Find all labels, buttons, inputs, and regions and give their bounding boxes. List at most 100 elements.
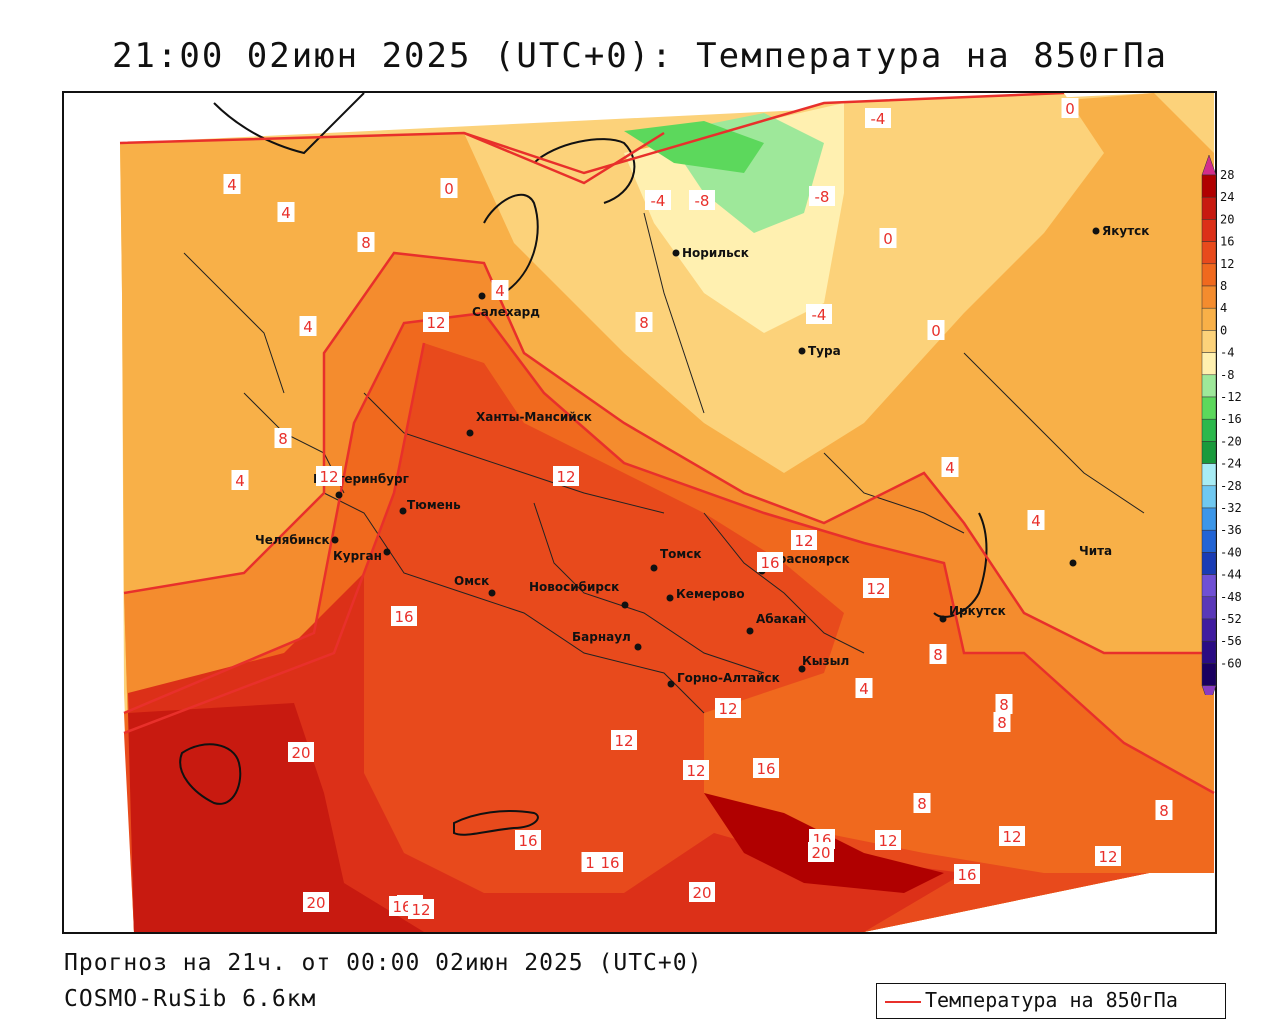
contour-label: 4 — [235, 472, 245, 490]
contour-label: 8 — [361, 234, 371, 252]
city-marker — [331, 536, 339, 544]
colorbar-tick-label: 0 — [1220, 323, 1227, 337]
contour-label-background — [316, 466, 342, 486]
isotherm-8 — [123, 251, 1214, 655]
colorbar-swatch — [1201, 463, 1217, 487]
colorbar-tick-label: -8 — [1220, 368, 1234, 382]
border-1 — [323, 492, 705, 714]
colorbar-tick-label: -12 — [1220, 390, 1242, 404]
contour-label: -4 — [812, 306, 827, 324]
colorbar-tick-label: -52 — [1220, 612, 1242, 626]
contour-label-background — [941, 457, 959, 477]
city-marker — [666, 594, 674, 602]
colorbar-swatch — [1201, 418, 1217, 442]
contour-label: 12 — [878, 832, 897, 850]
contour-label: 4 — [1031, 512, 1041, 530]
city-label: Абакан — [756, 612, 806, 626]
contour-label-background — [440, 178, 458, 198]
city-label: Норильск — [682, 246, 749, 260]
city-label: Ханты-Мансийск — [476, 410, 592, 424]
city-label: Барнаул — [572, 630, 631, 644]
contour-label: 12 — [1098, 848, 1117, 866]
contour-label: 12 — [1002, 828, 1021, 846]
border-7 — [643, 212, 705, 414]
contour-label-background — [993, 712, 1011, 732]
contour-label: 12 — [718, 700, 737, 718]
contour-label: 0 — [444, 180, 454, 198]
contour-label-background — [791, 530, 817, 550]
city-marker — [478, 292, 486, 300]
contour-label-background — [231, 470, 249, 490]
contour-label: 16 — [756, 760, 775, 778]
city-label: Красноярск — [768, 552, 850, 566]
city-label: Кызыл — [802, 654, 849, 668]
city-marker — [399, 507, 407, 515]
taymyr-coast — [533, 138, 636, 204]
border-5 — [823, 452, 965, 534]
contour-label: 1 — [585, 854, 595, 872]
contour-label: 8 — [639, 314, 649, 332]
city-marker — [798, 347, 806, 355]
colorbar-tick-label: -20 — [1220, 434, 1242, 448]
colorbar-swatch — [1201, 640, 1217, 664]
colorbar-swatch — [1201, 285, 1217, 309]
city-marker — [383, 548, 391, 556]
colorbar-swatch — [1201, 574, 1217, 598]
colorbar-swatch — [1201, 241, 1217, 265]
contour-label: 4 — [281, 204, 291, 222]
city-marker — [798, 665, 806, 673]
contour-label-background — [865, 108, 891, 128]
contour-label-background — [753, 758, 779, 778]
city-label: Тура — [808, 344, 841, 358]
contour-label-background — [999, 826, 1025, 846]
contour-label: 0 — [931, 322, 941, 340]
city-marker — [335, 491, 343, 499]
city-label: Курган — [333, 549, 382, 563]
border-8 — [963, 352, 1145, 514]
contour-label: 16 — [394, 608, 413, 626]
contour-label-background — [303, 892, 329, 912]
contour-label-background — [689, 190, 715, 210]
contour-label: 4 — [303, 318, 313, 336]
contour-label: 12 — [866, 580, 885, 598]
colorbar-swatch — [1201, 174, 1217, 198]
colorbar-swatch — [1201, 485, 1217, 509]
contour-label-background — [423, 312, 449, 332]
colorbar-swatch — [1201, 596, 1217, 620]
city-label: Чита — [1079, 544, 1112, 558]
map-title: 21:00 02июн 2025 (UTC+0): Температура на… — [111, 36, 1169, 76]
balkhash-coast — [453, 810, 539, 836]
contour-label: 8 — [997, 714, 1007, 732]
city-markers: Норильск Салехард Якутск Тура Ханты-Мансийск… — [255, 224, 1149, 688]
contour-label-background — [274, 428, 292, 448]
city-marker — [667, 680, 675, 688]
city-label: Челябинск — [255, 533, 330, 547]
city-marker — [488, 589, 496, 597]
contour-label-background — [927, 320, 945, 340]
isotherm-0 — [463, 93, 1065, 175]
colorbar-swatch — [1201, 263, 1217, 287]
contour-label: 16 — [760, 554, 779, 572]
map-legend: Температура на 850гПа — [876, 983, 1226, 1019]
colorbar-swatch — [1201, 552, 1217, 575]
colorbar-tick-label: 28 — [1220, 168, 1234, 182]
colorbar-swatch — [1201, 330, 1217, 353]
colorbar-tick-label: -4 — [1220, 346, 1234, 360]
baikal-coast — [933, 512, 988, 618]
contour-label-background — [408, 899, 434, 919]
city-label: Новосибирск — [529, 580, 619, 594]
colorbar-swatch — [1201, 441, 1217, 464]
colorbar-tick-label: -16 — [1220, 412, 1242, 426]
colorbar-tick-label: 16 — [1220, 235, 1234, 249]
contour-label: 12 — [686, 762, 705, 780]
contour-label-background — [806, 304, 832, 324]
contour-label-background — [913, 793, 931, 813]
contour-label-background — [715, 698, 741, 718]
contour-label-background — [357, 232, 375, 252]
colorbar-tick-label: -56 — [1220, 634, 1242, 648]
border-4 — [703, 512, 865, 654]
contour-label-background — [809, 186, 835, 206]
city-marker — [672, 249, 680, 257]
contour-label: 20 — [291, 744, 310, 762]
contour-label: -4 — [871, 110, 886, 128]
